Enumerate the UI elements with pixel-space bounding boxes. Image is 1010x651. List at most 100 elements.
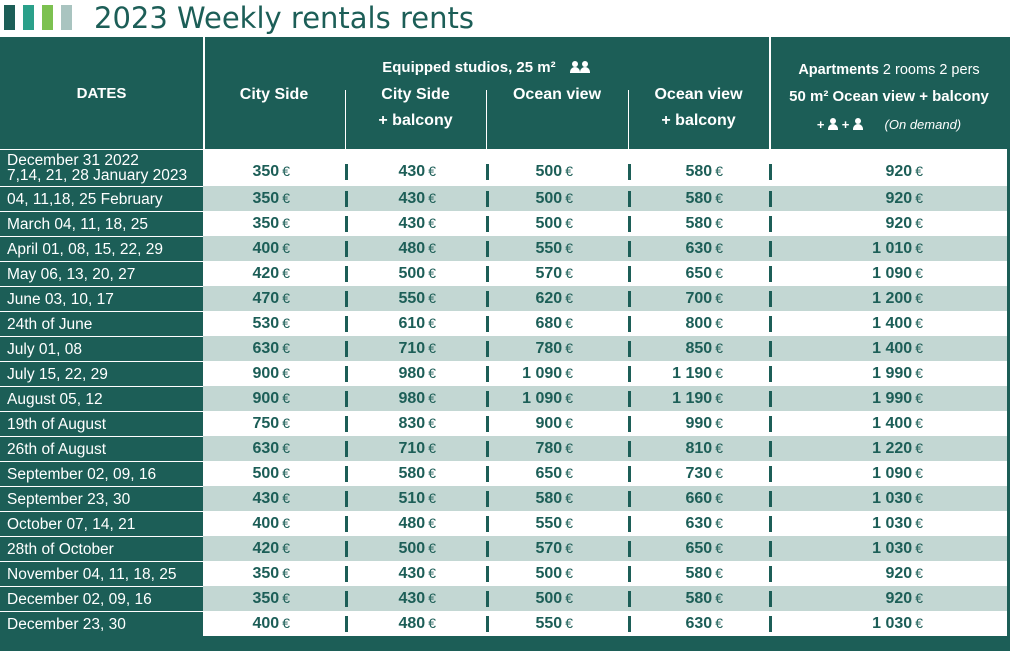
price-cell: 780 € (536, 436, 574, 461)
currency-symbol: € (428, 440, 436, 456)
price-value: 500 (252, 465, 280, 482)
currency-symbol: € (715, 465, 723, 481)
price-cell: 1 190 € (672, 386, 723, 411)
price-cell: 1 990 € (872, 386, 923, 411)
currency-symbol: € (915, 515, 923, 531)
page-title: 2023 Weekly rentals rents (94, 1, 474, 35)
logo-square-4 (61, 5, 72, 30)
currency-symbol: € (915, 340, 923, 356)
price-value: 810 (685, 440, 713, 457)
price-cell: 430 € (399, 211, 437, 236)
column-separator (345, 466, 348, 482)
price-value: 430 (398, 215, 426, 232)
price-value: 350 (252, 565, 280, 582)
price-value: 710 (398, 440, 426, 457)
currency-symbol: € (282, 390, 290, 406)
price-value: 580 (685, 163, 713, 180)
date-label: December 31 2022 (7, 152, 139, 169)
column-separator (628, 516, 631, 532)
column-separator (345, 291, 348, 307)
column-separator (628, 216, 631, 232)
person-icon (852, 118, 863, 130)
price-cell: 920 € (886, 186, 924, 211)
column-separator (486, 216, 489, 232)
header-divider (486, 90, 487, 149)
price-cell: 350 € (253, 586, 291, 611)
currency-symbol: € (282, 590, 290, 606)
currency-symbol: € (715, 315, 723, 331)
price-value: 550 (535, 615, 563, 632)
price-cell: 980 € (399, 361, 437, 386)
price-value: 570 (535, 265, 563, 282)
currency-symbol: € (915, 265, 923, 281)
price-cell: 350 € (253, 186, 291, 211)
table-row: 900 €980 €1 090 €1 190 €1 990 € (203, 386, 1007, 411)
currency-symbol: € (282, 240, 290, 256)
column-separator (345, 316, 348, 332)
column-separator (345, 341, 348, 357)
currency-symbol: € (565, 265, 573, 281)
column-separator (486, 491, 489, 507)
price-cell: 710 € (399, 336, 437, 361)
currency-symbol: € (428, 565, 436, 581)
price-value: 920 (885, 190, 913, 207)
currency-symbol: € (282, 290, 290, 306)
price-cell: 400 € (253, 511, 291, 536)
price-cell: 580 € (686, 186, 724, 211)
currency-symbol: € (715, 440, 723, 456)
currency-symbol: € (282, 440, 290, 456)
price-cell: 920 € (886, 211, 924, 236)
date-cell: September 23, 30 (0, 486, 203, 511)
price-cell: 1 400 € (872, 336, 923, 361)
price-value: 430 (398, 565, 426, 582)
price-value: 750 (252, 415, 280, 432)
header-apartments-bold: Apartments (798, 62, 879, 78)
price-value: 650 (685, 265, 713, 282)
currency-symbol: € (428, 465, 436, 481)
currency-symbol: € (715, 265, 723, 281)
table-row: 630 €710 €780 €850 €1 400 € (203, 336, 1007, 361)
currency-symbol: € (428, 515, 436, 531)
price-cell: 400 € (253, 611, 291, 636)
price-value: 700 (685, 290, 713, 307)
currency-symbol: € (428, 190, 436, 206)
price-cell: 550 € (536, 611, 574, 636)
currency-symbol: € (282, 615, 290, 631)
column-separator (486, 241, 489, 257)
header-studios-group-label: Equipped studios, 25 m² (382, 59, 556, 76)
price-cell: 1 400 € (872, 311, 923, 336)
currency-symbol: € (715, 390, 723, 406)
column-separator (345, 191, 348, 207)
currency-symbol: € (565, 565, 573, 581)
column-separator (628, 366, 631, 382)
price-cell: 420 € (253, 261, 291, 286)
date-cell: June 03, 10, 17 (0, 286, 203, 311)
currency-symbol: € (715, 290, 723, 306)
column-separator (769, 266, 772, 282)
price-cell: 500 € (536, 561, 574, 586)
price-value: 550 (535, 240, 563, 257)
price-value: 350 (252, 590, 280, 607)
price-value: 580 (685, 190, 713, 207)
date-label: August 05, 12 (7, 391, 103, 408)
price-cell: 1 030 € (872, 611, 923, 636)
price-value: 1 220 (872, 440, 913, 457)
header-ocean-view-balcony-1: Ocean view (654, 86, 743, 103)
date-cell: April 01, 08, 15, 22, 29 (0, 236, 203, 261)
column-separator (769, 491, 772, 507)
price-value: 420 (252, 540, 280, 557)
currency-symbol: € (915, 390, 923, 406)
header-apartments-line2: 50 m² Ocean view + balcony (789, 88, 989, 105)
currency-symbol: € (565, 440, 573, 456)
currency-symbol: € (282, 215, 290, 231)
column-separator (628, 466, 631, 482)
price-cell: 510 € (399, 486, 437, 511)
price-cell: 350 € (253, 561, 291, 586)
price-cell: 1 220 € (872, 436, 923, 461)
column-separator (345, 216, 348, 232)
price-value: 630 (252, 340, 280, 357)
currency-symbol: € (282, 490, 290, 506)
table-row: 900 €980 €1 090 €1 190 €1 990 € (203, 361, 1007, 386)
column-separator (345, 516, 348, 532)
price-cell: 990 € (686, 411, 724, 436)
